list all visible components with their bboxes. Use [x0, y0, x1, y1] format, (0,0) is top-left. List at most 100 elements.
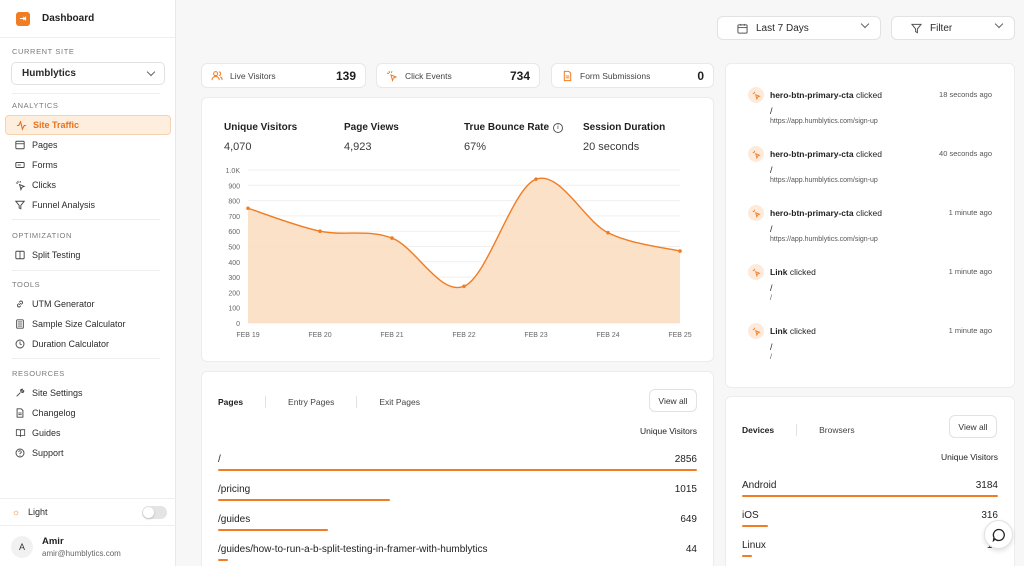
sidebar-item-utm-generator[interactable]: UTM Generator	[5, 294, 171, 314]
x-tick-label: FEB 20	[308, 332, 331, 339]
date-range-select[interactable]: Last 7 Days	[717, 16, 881, 40]
stat-form-submissions[interactable]: Form Submissions 0	[551, 63, 714, 88]
sidebar-item-clicks[interactable]: Clicks	[5, 175, 171, 195]
tab-browsers[interactable]: Browsers	[819, 425, 855, 435]
sidebar-item-support[interactable]: Support	[5, 443, 171, 463]
filter-button[interactable]: Filter	[891, 16, 1015, 40]
avatar: A	[11, 535, 33, 558]
x-tick-label: FEB 22	[452, 332, 475, 339]
chevron-down-icon	[146, 67, 156, 77]
data-point[interactable]	[678, 249, 682, 253]
event-item[interactable]: Link clicked 1 minute ago / /	[748, 323, 992, 367]
list-item[interactable]: /guides 649	[218, 514, 697, 538]
sidebar-item-label: Forms	[32, 160, 58, 170]
sidebar-item-pages[interactable]: Pages	[5, 135, 171, 155]
sidebar-item-label: Site Traffic	[33, 120, 80, 130]
sidebar-item-guides[interactable]: Guides	[5, 423, 171, 443]
sidebar-item-label: Pages	[32, 140, 58, 150]
sidebar-item-site-settings[interactable]: Site Settings	[5, 383, 171, 403]
event-title: hero-btn-primary-cta clicked	[770, 90, 882, 100]
info-icon[interactable]: i	[553, 122, 564, 133]
metric-true-bounce-rate[interactable]: True Bounce Rate i 67%	[464, 122, 564, 153]
metric-session-duration[interactable]: Session Duration 20 seconds	[583, 122, 665, 153]
event-url: https://app.humblytics.com/sign-up	[770, 118, 878, 125]
nav-group-optimization: OPTIMIZATION Split Testing	[0, 231, 176, 265]
calculator-icon	[14, 318, 26, 330]
click-icon	[748, 87, 764, 103]
section-label-resources: RESOURCES	[12, 369, 65, 378]
click-icon	[748, 146, 764, 162]
list-item[interactable]: Android 3184	[742, 480, 998, 504]
tab-exit-pages[interactable]: Exit Pages	[379, 397, 420, 407]
split-icon	[14, 249, 26, 261]
tab-separator	[356, 396, 358, 408]
tab-entry-pages[interactable]: Entry Pages	[288, 397, 335, 407]
stat-click-events[interactable]: Click Events 734	[376, 63, 540, 88]
wrench-icon	[14, 387, 26, 399]
sidebar-item-site-traffic[interactable]: Site Traffic	[5, 115, 171, 135]
event-title: Link clicked	[770, 326, 816, 336]
list-item[interactable]: / 2856	[218, 454, 697, 478]
help-icon	[14, 447, 26, 459]
pages-view-all-button[interactable]: View all	[649, 389, 697, 412]
sun-icon: ☼	[11, 507, 21, 517]
row-label: Linux	[742, 540, 766, 551]
sidebar-item-label: Support	[32, 448, 64, 458]
traffic-area-chart: 0 100 200 300 400 500 600 700 800 900 1.0K FEB 19 FE…	[226, 168, 692, 339]
metric-unique-visitors[interactable]: Unique Visitors 4,070	[224, 122, 297, 153]
y-tick-label: 400	[228, 260, 240, 267]
brand[interactable]: ⇥ Dashboard	[0, 0, 175, 38]
event-title: hero-btn-primary-cta clicked	[770, 149, 882, 159]
click-icon	[748, 205, 764, 221]
sidebar-item-sample-size-calculator[interactable]: Sample Size Calculator	[5, 314, 171, 334]
event-item[interactable]: hero-btn-primary-cta clicked 1 minute ago…	[748, 205, 992, 249]
event-action: clicked	[789, 326, 816, 336]
event-time: 1 minute ago	[948, 208, 992, 217]
list-item[interactable]: /pricing 1015	[218, 484, 697, 508]
y-tick-label: 300	[228, 275, 240, 282]
data-point[interactable]	[390, 236, 394, 240]
event-item[interactable]: Link clicked 1 minute ago / /	[748, 264, 992, 308]
row-bar	[218, 559, 228, 561]
metric-page-views[interactable]: Page Views 4,923	[344, 122, 399, 153]
document-icon	[561, 70, 573, 82]
devices-view-all-button[interactable]: View all	[949, 415, 997, 438]
event-title: hero-btn-primary-cta clicked	[770, 208, 882, 218]
divider	[12, 358, 160, 359]
sidebar-item-duration-calculator[interactable]: Duration Calculator	[5, 334, 171, 354]
data-point[interactable]	[246, 206, 250, 211]
sidebar-item-forms[interactable]: Forms	[5, 155, 171, 175]
event-item[interactable]: hero-btn-primary-cta clicked 18 seconds a…	[748, 87, 992, 131]
data-point[interactable]	[606, 230, 610, 235]
x-tick-label: FEB 23	[524, 332, 547, 339]
area-fill	[248, 178, 680, 323]
list-item[interactable]: /guides/how-to-run-a-b-split-testing-in-…	[218, 544, 697, 566]
metric-label-row: True Bounce Rate i	[464, 122, 564, 133]
data-point[interactable]	[462, 284, 466, 289]
section-label-analytics: ANALYTICS	[12, 101, 59, 110]
site-select[interactable]: Humblytics	[11, 62, 165, 85]
app-title: Dashboard	[42, 13, 95, 24]
sidebar-item-funnel-analysis[interactable]: Funnel Analysis	[5, 195, 171, 215]
sidebar-item-split-testing[interactable]: Split Testing	[5, 245, 171, 265]
event-name: Link	[770, 267, 788, 277]
event-item[interactable]: hero-btn-primary-cta clicked 40 seconds a…	[748, 146, 992, 190]
stat-live-visitors[interactable]: Live Visitors 139	[201, 63, 366, 88]
sidebar-item-changelog[interactable]: Changelog	[5, 403, 171, 423]
theme-label: Light	[28, 507, 48, 517]
data-point[interactable]	[318, 229, 322, 233]
data-point[interactable]	[534, 177, 538, 181]
user-profile[interactable]: A Amir amir@humblytics.com	[0, 525, 176, 566]
tab-pages[interactable]: Pages	[218, 397, 244, 407]
list-item[interactable]: iOS 316	[742, 510, 998, 534]
tab-devices[interactable]: Devices	[742, 425, 775, 435]
y-tick-label: 600	[228, 229, 240, 236]
row-label: iOS	[742, 510, 759, 521]
sidebar-item-label: Guides	[32, 428, 61, 438]
row-value: 44	[685, 544, 697, 555]
chat-button[interactable]	[984, 520, 1013, 549]
row-value: 1015	[674, 484, 697, 495]
theme-toggle[interactable]	[142, 505, 167, 519]
list-item[interactable]: Linux19	[742, 540, 998, 564]
users-icon	[211, 70, 223, 82]
